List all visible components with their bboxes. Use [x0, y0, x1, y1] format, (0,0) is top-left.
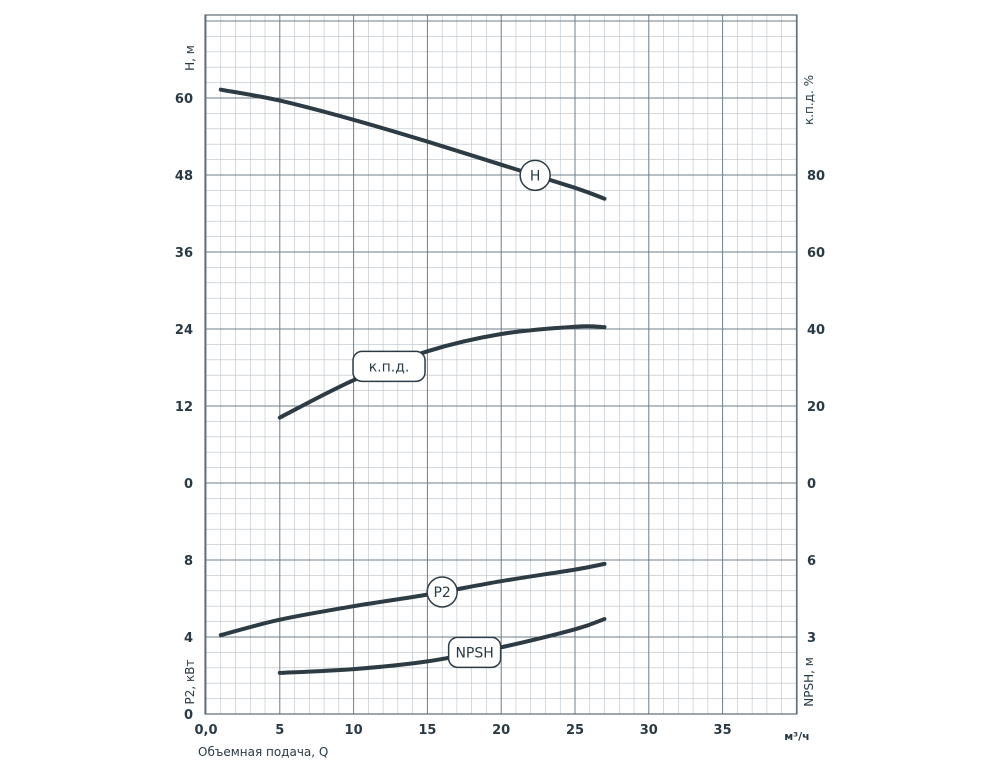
tag-box — [519, 159, 551, 192]
y-axis-label-h: H, м — [183, 45, 197, 71]
tag-label: H — [530, 168, 541, 184]
y-tick-label-p2: 0 — [184, 708, 193, 723]
tag-box — [426, 576, 458, 608]
curve-tags: Hк.п.д. P2 NPSH — [352, 159, 551, 669]
y-tick-label-kpd: 40 — [807, 323, 825, 338]
y-tick-label-h: 48 — [175, 169, 193, 184]
tag-box — [447, 636, 502, 669]
x-tick-label: 0,0 — [194, 723, 217, 738]
plot-frame — [204, 14, 798, 715]
x-tick-label: 20 — [492, 723, 510, 738]
x-tick-label: 25 — [566, 723, 584, 738]
x-tick-label: 5 — [275, 723, 284, 738]
y-tick-label-p2: 4 — [184, 631, 193, 646]
x-axis-unit: м³/ч — [784, 730, 809, 743]
y-axis-label-p2: P2, кВт — [183, 660, 197, 705]
tick-labels: 0,0 5 10 15 20 25 30 35012243648600204060800483… — [175, 92, 825, 738]
tag-label: к.п.д. — [369, 359, 410, 375]
y-tick-label-kpd: 0 — [807, 477, 816, 492]
curve-tag-npsh: NPSH — [447, 636, 502, 669]
x-tick-label: 15 — [418, 723, 436, 738]
tag-box — [352, 350, 426, 383]
y-tick-label-h: 36 — [175, 246, 193, 261]
x-axis-label: Объемная подача, Q — [198, 745, 328, 759]
tag-label: NPSH — [455, 645, 493, 661]
curve-kpd — [277, 324, 607, 420]
y-tick-label-p2: 8 — [184, 554, 193, 569]
y-tick-label-npsh: 3 — [807, 631, 816, 646]
x-tick-label: 10 — [345, 723, 363, 738]
x-tick-label: 35 — [714, 723, 732, 738]
y-tick-label-kpd: 60 — [807, 246, 825, 261]
y-tick-label-h: 60 — [175, 92, 193, 107]
x-tick-label: 30 — [640, 723, 658, 738]
curve-tag-h: H — [519, 159, 551, 192]
y-tick-label-kpd: 80 — [807, 169, 825, 184]
curve-tag-p2: P2 — [426, 576, 458, 608]
y-tick-label-kpd: 20 — [807, 400, 825, 415]
y-tick-label-h: 12 — [175, 400, 193, 415]
curve-h — [218, 87, 607, 201]
curve-tag-kpd: к.п.д. — [352, 350, 426, 383]
y-tick-label-npsh: 6 — [807, 554, 816, 569]
y-axis-label-kpd: к.п.д. % — [802, 75, 816, 125]
y-tick-label-h: 24 — [175, 323, 193, 338]
tag-label: P2 — [433, 585, 450, 601]
y-axis-label-npsh: NPSH, м — [802, 657, 816, 707]
y-tick-label-h: 0 — [184, 477, 193, 492]
